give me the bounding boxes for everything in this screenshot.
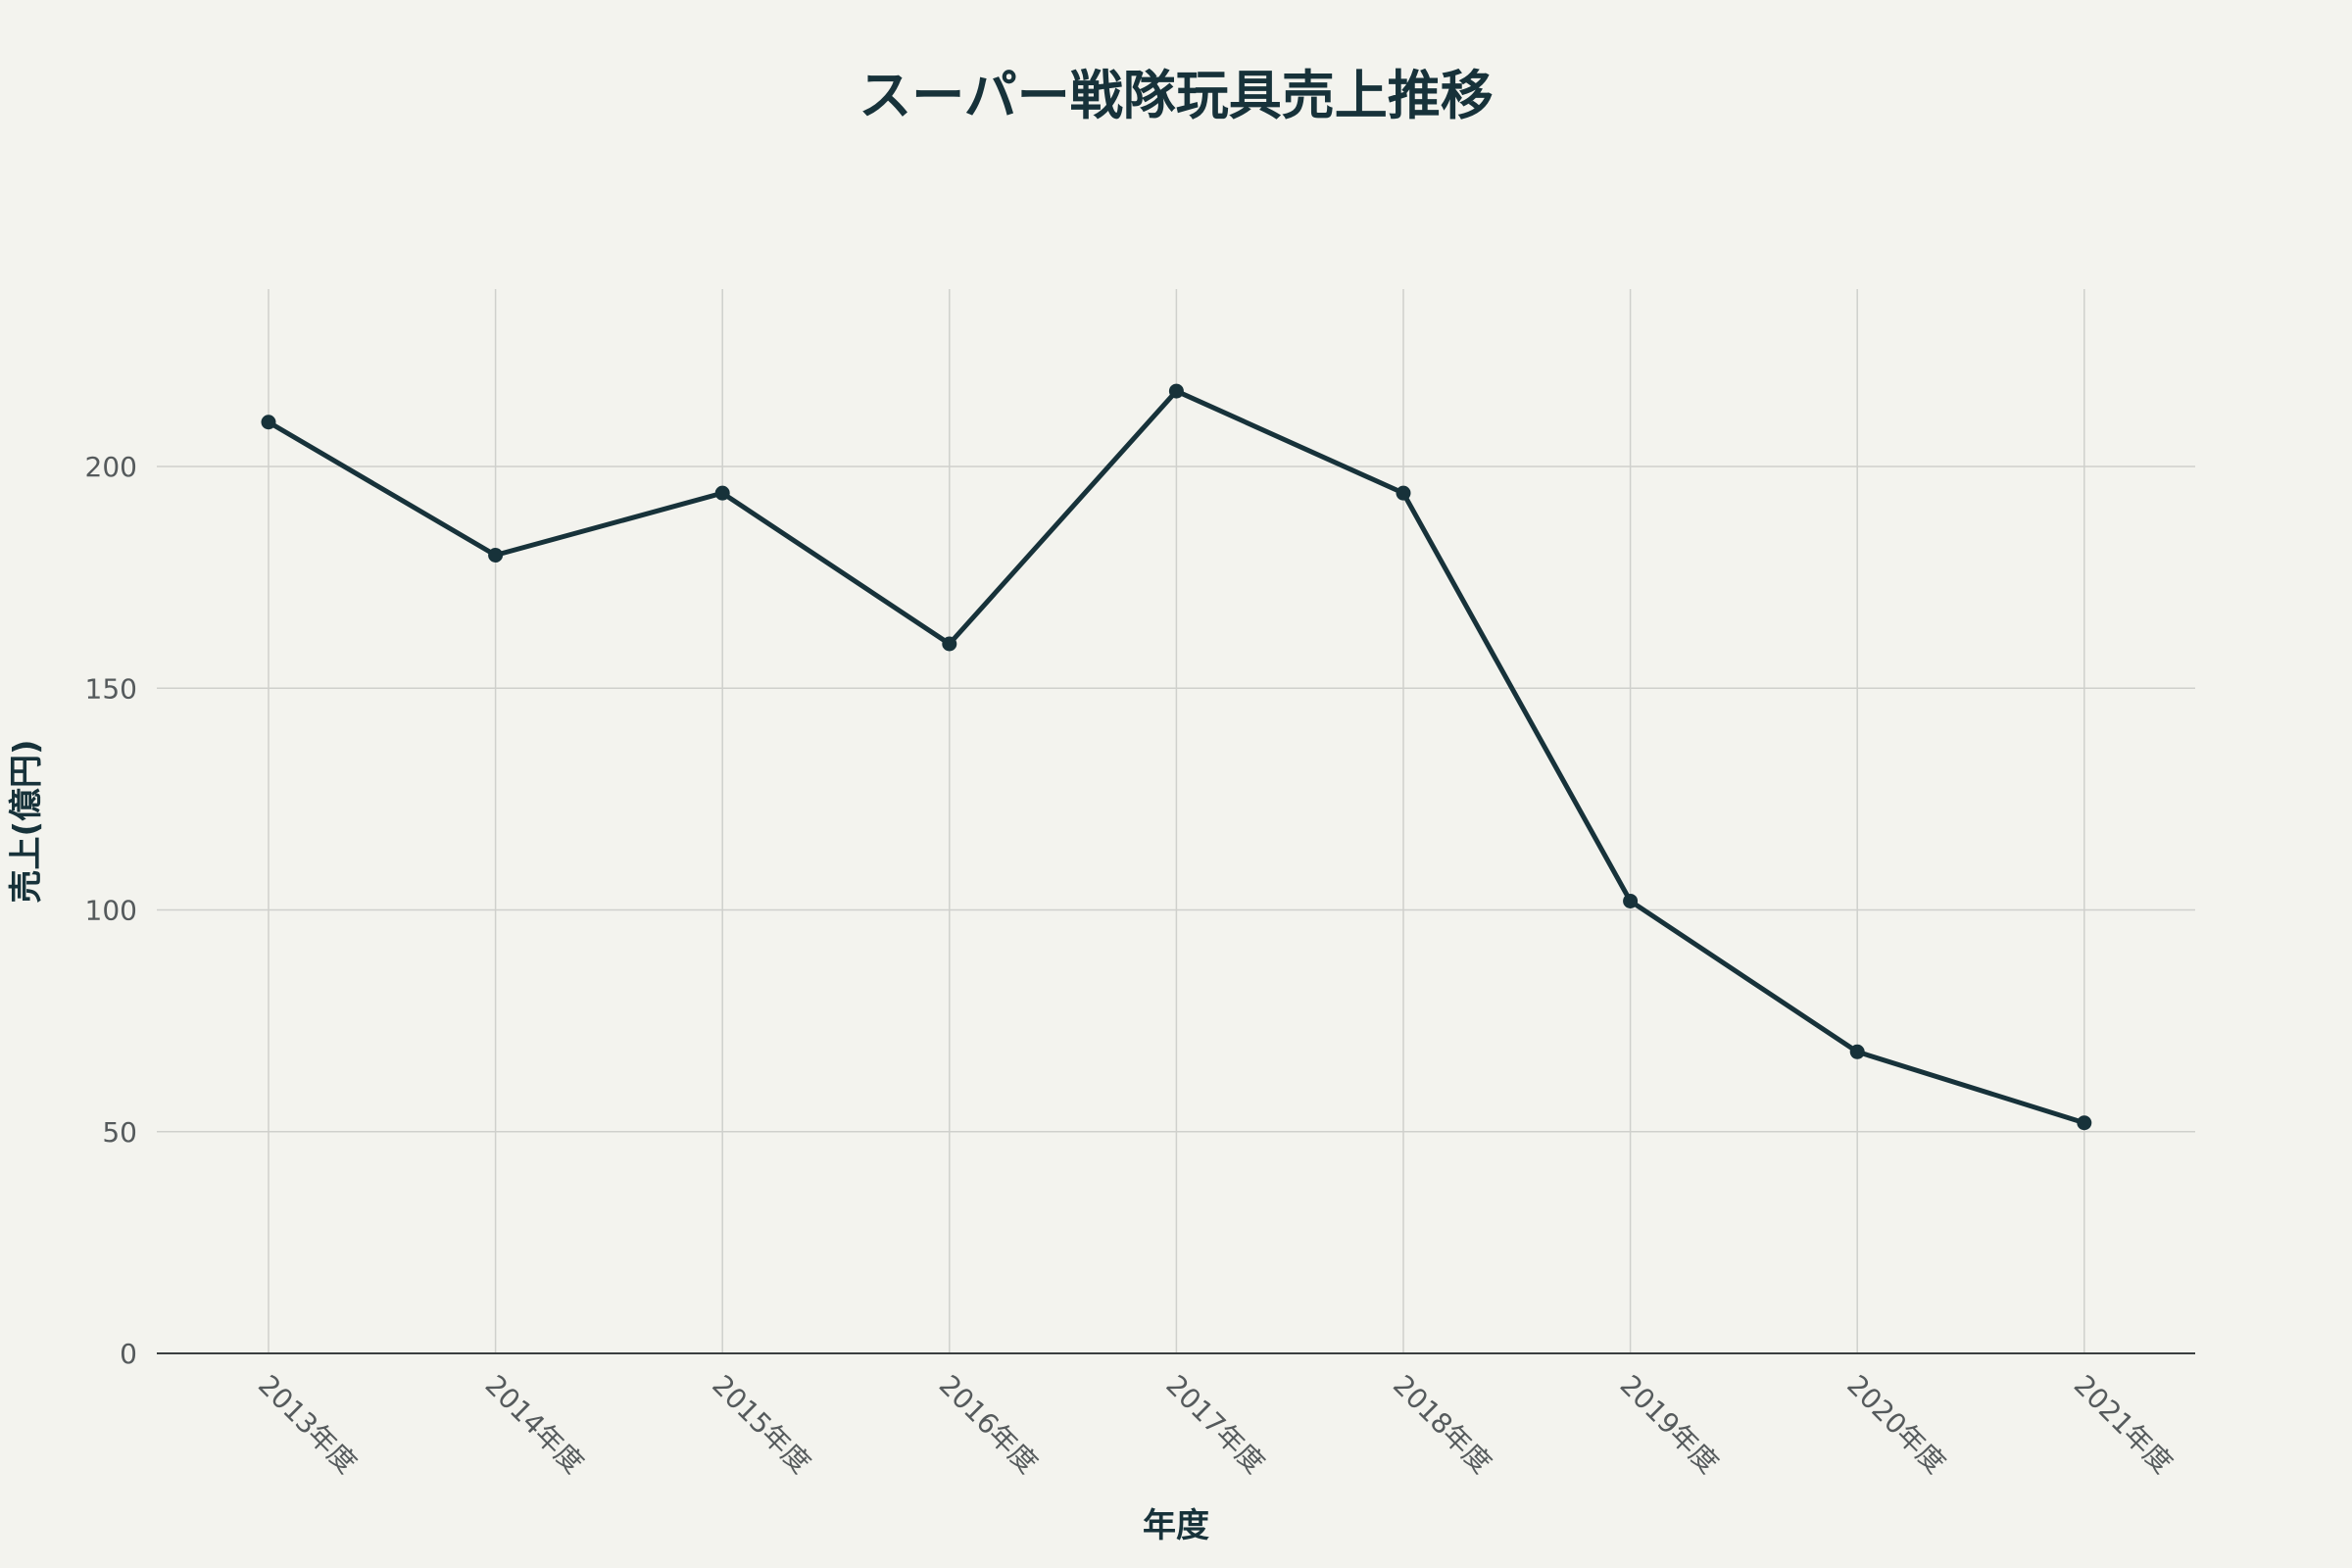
data-point [1396, 485, 1411, 501]
y-tick-label: 150 [85, 672, 137, 705]
data-point [1623, 893, 1639, 908]
x-tick-label: 2021年度 [2068, 1369, 2179, 1480]
x-axis-title: 年度 [1143, 1506, 1209, 1545]
x-tick-label: 2018年度 [1387, 1369, 1497, 1480]
data-point [942, 636, 957, 652]
x-tick-label: 2015年度 [706, 1369, 816, 1480]
x-tick-labels: 2013年度 2014年度 2015年度 2016年度 2017年度 2018年度 2019… [252, 1369, 2179, 1480]
x-tick-label: 2013年度 [252, 1369, 363, 1480]
x-tick-label: 2016年度 [933, 1369, 1044, 1480]
x-tick-label: 2019年度 [1614, 1369, 1725, 1480]
y-axis-title: 売上(億円) [7, 739, 46, 903]
data-point [714, 485, 730, 501]
y-tick-labels: 0 50 100 150 200 [85, 451, 137, 1370]
x-tick-label: 2014年度 [479, 1369, 590, 1480]
data-point [488, 548, 504, 563]
y-tick-label: 50 [102, 1116, 137, 1149]
x-tick-label: 2017年度 [1159, 1369, 1270, 1480]
chart-title: スーパー戦隊玩具売上推移 [858, 65, 1493, 126]
data-point [261, 415, 276, 430]
y-tick-label: 100 [85, 895, 137, 927]
data-point [1849, 1044, 1865, 1059]
y-tick-label: 0 [120, 1338, 137, 1370]
grid-layer [157, 289, 2195, 1353]
data-point [2077, 1115, 2092, 1131]
y-tick-label: 200 [85, 451, 137, 483]
series-layer [261, 383, 2092, 1131]
x-tick-label: 2020年度 [1840, 1369, 1951, 1480]
data-point [1168, 383, 1184, 399]
